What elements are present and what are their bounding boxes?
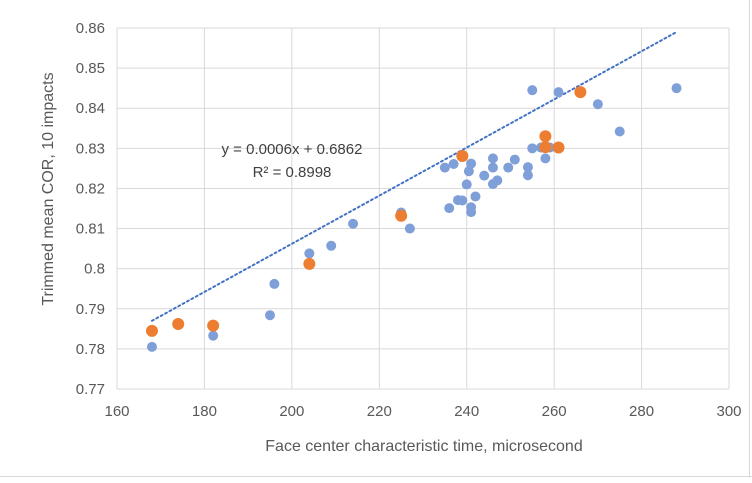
- series-1-point: [527, 143, 538, 154]
- series-1-point: [461, 179, 472, 190]
- series-1-point: [592, 99, 603, 110]
- series-1-point: [671, 83, 682, 94]
- series-2-point: [172, 318, 185, 331]
- x-tick-label: 280: [629, 403, 654, 420]
- series-1-point: [487, 153, 498, 164]
- series-1-point: [463, 166, 474, 177]
- y-tick-label: 0.85: [76, 60, 105, 77]
- trendline-r-squared: R² = 0.8998: [253, 164, 332, 181]
- series-1-point: [269, 278, 280, 289]
- series-1-point: [492, 175, 503, 186]
- gridlines: [116, 27, 730, 390]
- series-1-point: [444, 203, 455, 214]
- y-tick-label: 0.79: [76, 301, 105, 318]
- series-2-point: [456, 149, 469, 162]
- data-points: [145, 83, 682, 352]
- series-1-point: [304, 248, 315, 259]
- y-tick-label: 0.78: [76, 341, 105, 358]
- series-1-point: [540, 153, 551, 164]
- series-1-point: [326, 240, 337, 251]
- y-tick-label: 0.8: [84, 261, 105, 278]
- series-1-point: [522, 170, 533, 181]
- x-tick-label: 160: [104, 403, 129, 420]
- x-tick-label: 260: [542, 403, 567, 420]
- series-1-point: [487, 162, 498, 173]
- y-tick-label: 0.86: [76, 20, 105, 37]
- y-tick-label: 0.77: [76, 381, 105, 398]
- y-axis-ticks: 0.77 0.78 0.79 0.8 0.81 0.82 0.83 0.84 0.85 0.86: [76, 20, 105, 398]
- series-1-point: [614, 126, 625, 137]
- x-tick-label: 240: [454, 403, 479, 420]
- series-2-point: [145, 324, 158, 337]
- series-2-point: [395, 209, 408, 222]
- series-2-point: [552, 141, 565, 154]
- y-axis-title: Trimmed mean COR, 10 impacts: [40, 72, 57, 305]
- series-2-point: [303, 257, 316, 270]
- trendline-group: [150, 31, 678, 322]
- y-tick-label: 0.82: [76, 180, 105, 197]
- series-1-point: [457, 195, 468, 206]
- series-1-point: [470, 191, 481, 202]
- y-tick-label: 0.81: [76, 221, 105, 238]
- series-1-point: [553, 87, 564, 98]
- x-tick-label: 300: [716, 403, 741, 420]
- series-2-point: [207, 319, 220, 332]
- series-1-point: [479, 170, 490, 181]
- x-tick-label: 180: [192, 403, 217, 420]
- series-1-point: [439, 162, 450, 173]
- series-1-point: [466, 158, 477, 169]
- series-2-point: [539, 141, 552, 154]
- series-1-point: [503, 162, 514, 173]
- trendline-equation: y = 0.0006x + 0.6862: [222, 141, 363, 158]
- x-axis-ticks: 160 180 200 220 240 260 280 300: [104, 403, 741, 420]
- series-1-point: [522, 162, 533, 173]
- y-tick-label: 0.84: [76, 100, 105, 117]
- x-axis-title: Face center characteristic time, microse…: [265, 438, 582, 455]
- x-tick-label: 220: [367, 403, 392, 420]
- series-1-point: [208, 330, 219, 341]
- frame-edge-right: [749, 0, 750, 478]
- series-1-point: [146, 341, 157, 352]
- series-1-point: [348, 218, 359, 229]
- series-1-point: [448, 158, 459, 169]
- y-tick-label: 0.83: [76, 140, 105, 157]
- frame-edge-bottom: [0, 476, 752, 477]
- series-1-point: [509, 154, 520, 165]
- series-1-point: [466, 207, 477, 218]
- series-1-point: [404, 223, 415, 234]
- series-2-point: [574, 86, 587, 99]
- series-1-point: [527, 85, 538, 96]
- series-1-point: [265, 310, 275, 321]
- trendline: [150, 31, 678, 322]
- x-tick-label: 200: [279, 403, 304, 420]
- series-2-point: [539, 130, 552, 143]
